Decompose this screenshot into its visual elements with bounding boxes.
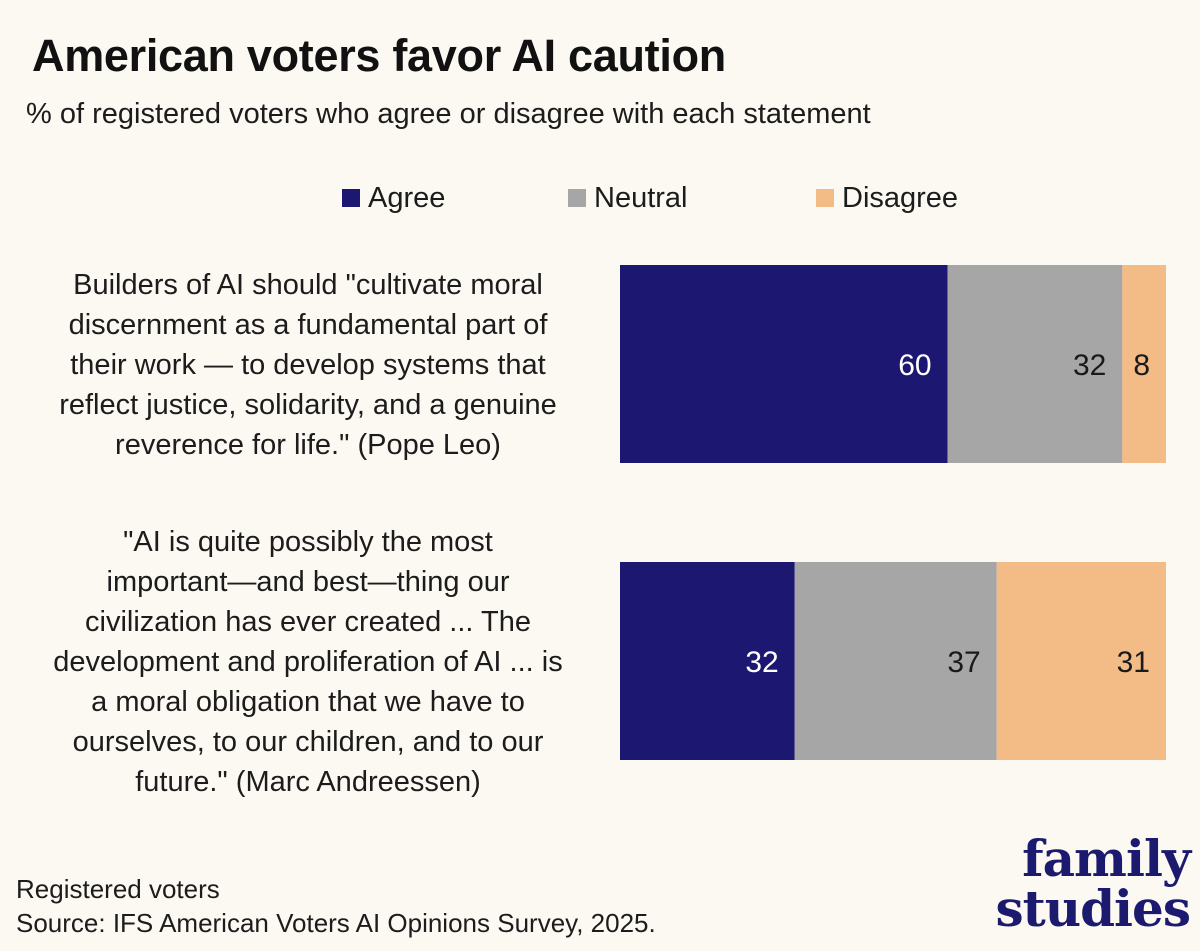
category-label-line: their work — to develop systems that — [70, 349, 546, 381]
data-label-neutral-2: 37 — [947, 646, 980, 679]
category-label-line: "AI is quite possibly the most — [123, 526, 493, 558]
footnote-source: Source: IFS American Voters AI Opinions … — [16, 908, 656, 938]
bar-disagree-1 — [1122, 265, 1166, 463]
logo-line-studies: studies — [995, 879, 1191, 938]
legend-label-agree: Agree — [368, 181, 446, 214]
chart-subtitle: % of registered voters who agree or disa… — [26, 98, 871, 130]
category-label-line: a moral obligation that we have to — [91, 686, 525, 718]
footnote: Registered voters Source: IFS American V… — [16, 872, 656, 940]
category-label-line: future." (Marc Andreessen) — [135, 766, 481, 798]
category-label-line: development and proliferation of AI ... … — [53, 646, 563, 678]
legend: Agree Neutral Disagree — [0, 178, 1200, 218]
category-label-line: Builders of AI should "cultivate moral — [73, 269, 543, 301]
category-label-line: civilization has ever created ... The — [85, 606, 531, 638]
chart-title: American voters favor AI caution — [32, 30, 726, 81]
category-label-line: reflect justice, solidarity, and a genui… — [59, 389, 557, 421]
category-label-marc-andreessen: "AI is quite possibly the most important… — [10, 522, 606, 802]
data-label-agree-1: 60 — [898, 349, 931, 382]
footnote-note: Registered voters — [16, 874, 220, 904]
bar-agree-2 — [620, 562, 795, 760]
legend-label-neutral: Neutral — [594, 181, 688, 214]
category-label-pope-leo: Builders of AI should "cultivate moral d… — [10, 265, 606, 465]
data-label-disagree-1: 8 — [1133, 349, 1150, 382]
legend-swatch-agree — [342, 189, 360, 207]
category-label-line: discernment as a fundamental part of — [68, 309, 548, 341]
legend-item-agree: Agree — [342, 178, 445, 218]
data-label-neutral-1: 32 — [1073, 349, 1106, 382]
data-label-disagree-2: 31 — [1117, 646, 1150, 679]
legend-swatch-disagree — [816, 189, 834, 207]
legend-swatch-neutral — [568, 189, 586, 207]
legend-item-disagree: Disagree — [816, 178, 958, 218]
category-label-line: important—and best—thing our — [106, 566, 510, 598]
bar-disagree-2 — [996, 562, 1166, 760]
category-label-line: reverence for life." (Pope Leo) — [115, 429, 501, 461]
bar-agree-1 — [620, 265, 948, 463]
family-studies-logo: family studies — [960, 829, 1191, 938]
category-label-line: ourselves, to our children, and to our — [72, 726, 544, 758]
logo-line-family: family — [1022, 829, 1191, 888]
bar-neutral-1 — [947, 265, 1123, 463]
legend-item-neutral: Neutral — [568, 178, 688, 218]
data-label-agree-2: 32 — [745, 646, 778, 679]
legend-label-disagree: Disagree — [842, 181, 959, 214]
bar-neutral-2 — [794, 562, 997, 760]
